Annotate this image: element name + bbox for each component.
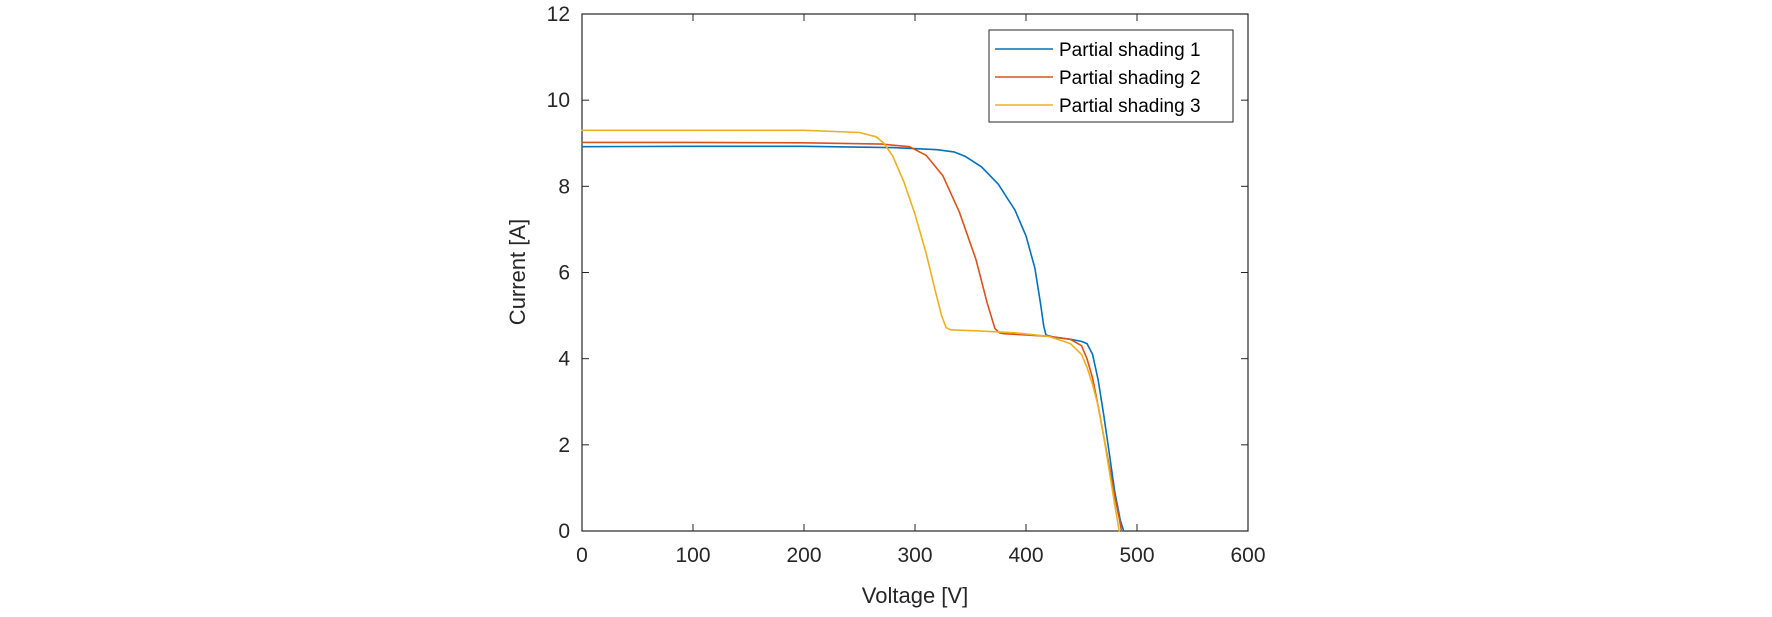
x-tick-label: 0: [576, 544, 588, 567]
axis-ticks: [581, 13, 1249, 532]
x-axis-label: Voltage [V]: [862, 583, 968, 608]
series-line-3: [581, 129, 1120, 532]
y-tick-label: 12: [547, 3, 570, 26]
y-tick-label: 8: [558, 175, 570, 198]
x-tick-label: 300: [897, 544, 932, 567]
legend-entry-3: Partial shading 3: [1059, 96, 1201, 117]
legend-box: [988, 29, 1234, 123]
legend-entry-2: Partial shading 2: [1059, 68, 1201, 89]
y-tick-label: 6: [558, 262, 570, 285]
y-tick-label: 0: [558, 520, 570, 543]
series-line-1: [581, 145, 1125, 532]
x-tick-label: 500: [1119, 544, 1154, 567]
axis-tick-labels: 0 100 200 300 400 500 600 0 2 4 6 8 10 12: [547, 3, 1266, 567]
y-axis-label: Current [A]: [505, 219, 530, 325]
x-tick-label: 600: [1230, 544, 1265, 567]
y-tick-label: 4: [558, 348, 570, 371]
series-lines: [581, 129, 1125, 532]
y-tick-label: 10: [547, 89, 570, 112]
legend: Partial shading 1 Partial shading 2 Partia…: [988, 29, 1234, 123]
y-tick-label: 2: [558, 434, 570, 457]
x-tick-label: 400: [1008, 544, 1043, 567]
x-tick-label: 200: [786, 544, 821, 567]
x-tick-label: 100: [675, 544, 710, 567]
legend-entry-1: Partial shading 1: [1059, 40, 1201, 61]
